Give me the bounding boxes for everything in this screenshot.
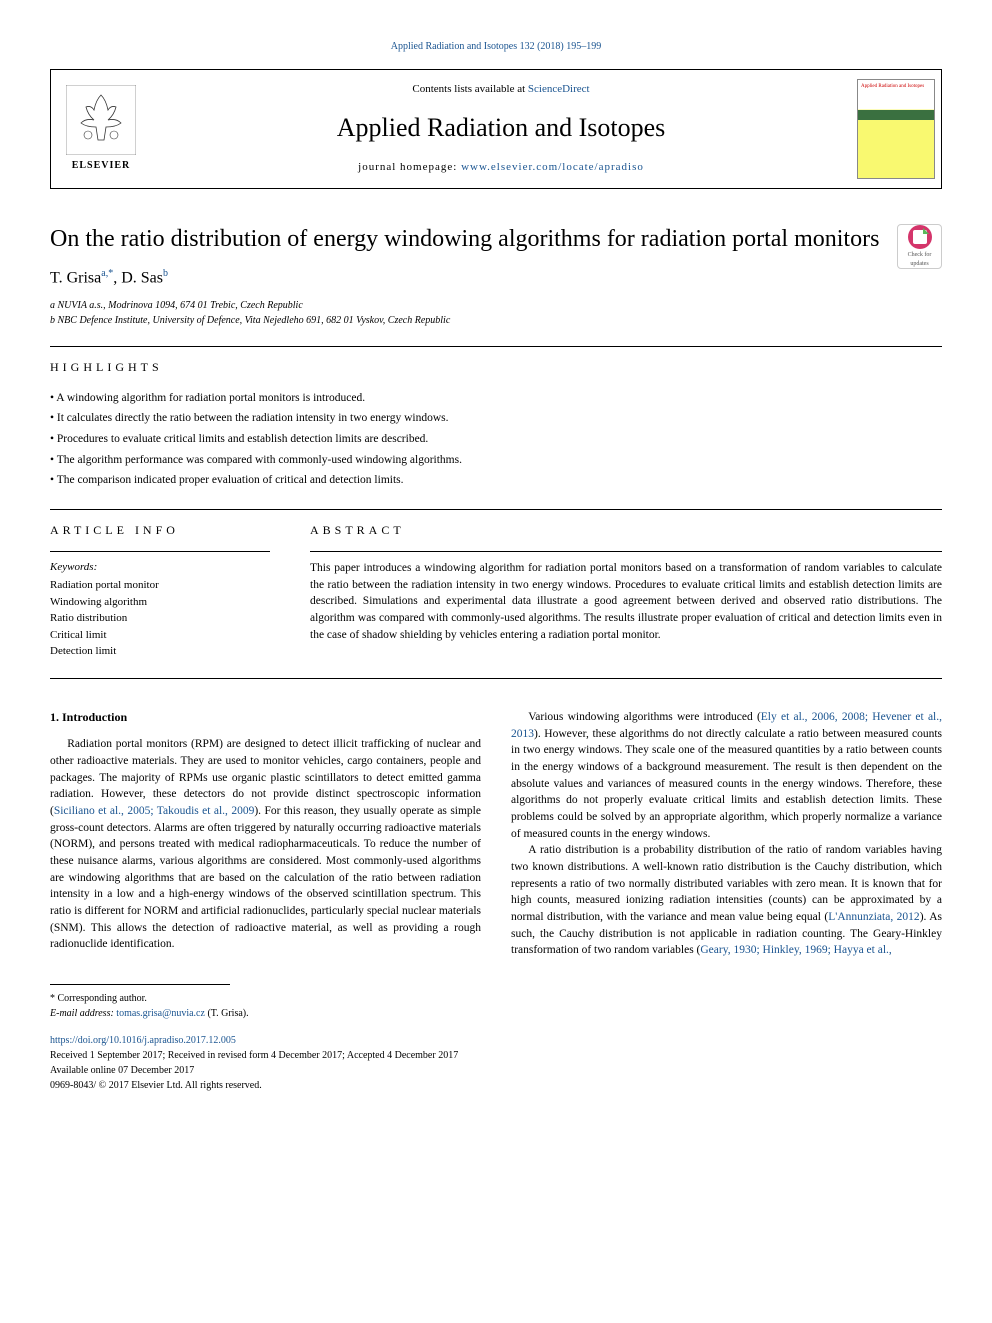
journal-header: ELSEVIER Contents lists available at Sci… (50, 69, 942, 189)
homepage-prefix: journal homepage: (358, 161, 461, 173)
homepage-link[interactable]: www.elsevier.com/locate/apradiso (461, 161, 644, 173)
journal-name: Applied Radiation and Isotopes (337, 110, 666, 146)
authors: T. Grisaa,*, D. Sasb (50, 267, 942, 290)
reference-link[interactable]: Siciliano et al., 2005; Takoudis et al.,… (54, 805, 255, 817)
keyword: Critical limit (50, 627, 270, 644)
crossmark-icon (908, 225, 932, 249)
elsevier-text: ELSEVIER (72, 159, 131, 173)
email-line: E-mail address: tomas.grisa@nuvia.cz (T.… (50, 1006, 942, 1021)
intro-heading: 1. Introduction (50, 709, 481, 726)
affiliation-a: a NUVIA a.s., Modrinova 1094, 674 01 Tre… (50, 298, 942, 313)
body-column-left: 1. Introduction Radiation portal monitor… (50, 709, 481, 959)
available-line: Available online 07 December 2017 (50, 1063, 942, 1078)
keyword: Radiation portal monitor (50, 577, 270, 594)
sciencedirect-link[interactable]: ScienceDirect (528, 83, 590, 95)
copyright-line: 0969-8043/ © 2017 Elsevier Ltd. All righ… (50, 1078, 942, 1093)
footer: * Corresponding author. E-mail address: … (50, 984, 942, 1093)
check-updates-badge[interactable]: Check for updates (897, 224, 942, 269)
divider (50, 346, 942, 347)
divider (50, 551, 270, 552)
highlight-item: The algorithm performance was compared w… (50, 450, 942, 471)
contents-prefix: Contents lists available at (412, 83, 527, 95)
body-paragraph: Various windowing algorithms were introd… (511, 709, 942, 842)
doi-link[interactable]: https://doi.org/10.1016/j.apradiso.2017.… (50, 1035, 236, 1046)
reference-link[interactable]: L'Annunziata, 2012 (828, 911, 919, 923)
email-suffix: (T. Grisa). (205, 1008, 249, 1019)
divider (310, 551, 942, 552)
affiliation-b: b NBC Defence Institute, University of D… (50, 313, 942, 328)
highlight-item: The comparison indicated proper evaluati… (50, 470, 942, 491)
journal-homepage: journal homepage: www.elsevier.com/locat… (358, 160, 644, 175)
highlight-item: A windowing algorithm for radiation port… (50, 388, 942, 409)
keywords-label: Keywords: (50, 560, 270, 575)
keyword: Windowing algorithm (50, 594, 270, 611)
body-text: ). For this reason, they usually operate… (50, 805, 481, 950)
received-line: Received 1 September 2017; Received in r… (50, 1048, 942, 1063)
journal-citation: Applied Radiation and Isotopes 132 (2018… (50, 40, 942, 54)
email-link[interactable]: tomas.grisa@nuvia.cz (116, 1008, 205, 1019)
journal-header-center: Contents lists available at ScienceDirec… (151, 70, 851, 188)
reference-link[interactable]: Geary, 1930; Hinkley, 1969; Hayya et al.… (700, 944, 891, 956)
body-paragraph: A ratio distribution is a probability di… (511, 842, 942, 959)
highlights-heading: HIGHLIGHTS (50, 359, 942, 376)
body-text: ). However, these algorithms do not dire… (511, 728, 942, 840)
body-paragraph: Radiation portal monitors (RPM) are desi… (50, 736, 481, 953)
check-updates-label: Check for updates (898, 251, 941, 268)
abstract-text: This paper introduces a windowing algori… (310, 560, 942, 643)
footer-divider (50, 984, 230, 985)
article-info-heading: ARTICLE INFO (50, 522, 270, 539)
corresponding-author: * Corresponding author. (50, 991, 942, 1006)
highlight-item: Procedures to evaluate critical limits a… (50, 429, 942, 450)
divider (50, 509, 942, 510)
highlight-item: It calculates directly the ratio between… (50, 408, 942, 429)
elsevier-tree-icon (66, 85, 136, 155)
body-text: Various windowing algorithms were introd… (528, 711, 761, 723)
keyword: Detection limit (50, 643, 270, 660)
article-title: On the ratio distribution of energy wind… (50, 224, 942, 255)
journal-cover: Applied Radiation and Isotopes (851, 70, 941, 188)
cover-title: Applied Radiation and Isotopes (861, 83, 931, 90)
body-column-right: Various windowing algorithms were introd… (511, 709, 942, 959)
affiliations: a NUVIA a.s., Modrinova 1094, 674 01 Tre… (50, 298, 942, 328)
email-label: E-mail address: (50, 1008, 116, 1019)
highlights-list: A windowing algorithm for radiation port… (50, 388, 942, 491)
divider (50, 678, 942, 679)
elsevier-logo: ELSEVIER (51, 70, 151, 188)
keywords-list: Radiation portal monitor Windowing algor… (50, 577, 270, 660)
keyword: Ratio distribution (50, 610, 270, 627)
cover-thumbnail: Applied Radiation and Isotopes (857, 79, 935, 179)
cover-band (858, 110, 934, 120)
abstract-heading: ABSTRACT (310, 522, 942, 539)
contents-available: Contents lists available at ScienceDirec… (412, 82, 589, 97)
